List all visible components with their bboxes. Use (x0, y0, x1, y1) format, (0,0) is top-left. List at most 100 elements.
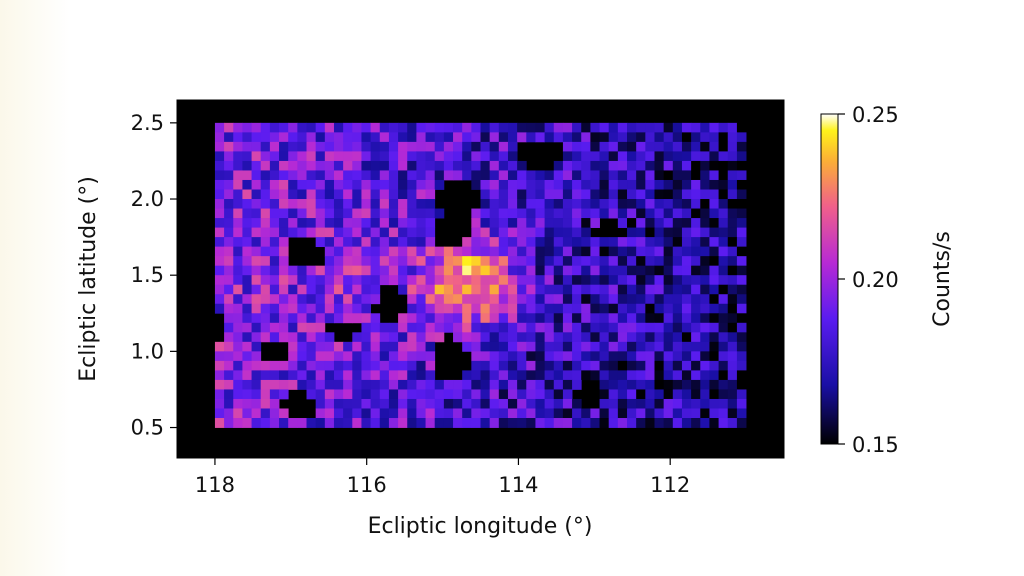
heatmap-cell (590, 132, 600, 143)
heatmap-cell (599, 313, 610, 324)
heatmap-cell (526, 313, 536, 324)
heatmap-cell (590, 360, 600, 371)
heatmap-cell (581, 160, 591, 171)
heatmap-cell (462, 322, 472, 333)
heatmap-cell (343, 408, 353, 419)
heatmap-cell (324, 199, 335, 209)
heatmap-cell (654, 398, 665, 409)
heatmap-cell (517, 294, 527, 305)
heatmap-cell (242, 218, 252, 228)
heatmap-cell (343, 303, 353, 314)
heatmap-cell (562, 294, 573, 305)
heatmap-cell (416, 322, 426, 333)
heatmap-cell (526, 218, 536, 228)
heatmap-cell (672, 313, 683, 324)
heatmap-cell (251, 398, 262, 409)
heatmap-cell (361, 418, 372, 428)
heatmap-cell (498, 265, 509, 276)
heatmap-cell (736, 408, 747, 419)
heatmap-cell (507, 141, 518, 152)
heatmap-cell (224, 122, 234, 133)
heatmap-cell (260, 313, 271, 324)
heatmap-cell (361, 294, 372, 305)
heatmap-cell (279, 151, 289, 162)
heatmap-cell (572, 379, 582, 390)
heatmap-cell (489, 284, 500, 295)
heatmap-cell (672, 351, 683, 362)
heatmap-cell (453, 294, 463, 305)
heatmap-cell (242, 351, 252, 362)
heatmap-cell (526, 237, 536, 248)
heatmap-cell (224, 332, 234, 343)
heatmap-cell (260, 151, 271, 162)
heatmap-cells (214, 122, 747, 428)
heatmap-cell (727, 122, 738, 133)
heatmap-cell (379, 360, 390, 371)
heatmap-cell (379, 179, 390, 190)
heatmap-cell (480, 303, 491, 314)
heatmap-cell (352, 303, 362, 314)
heatmap-cell (443, 122, 454, 133)
heatmap-cell (453, 275, 463, 286)
heatmap-cell (627, 408, 637, 419)
heatmap-cell (645, 332, 655, 343)
heatmap-cell (324, 275, 335, 286)
heatmap-cell (562, 122, 573, 133)
heatmap-cell (388, 379, 399, 390)
heatmap-cell (636, 179, 646, 190)
heatmap-cell (260, 246, 271, 257)
heatmap-cell (434, 141, 445, 152)
heatmap-cell (233, 408, 243, 419)
heatmap-cell (480, 322, 491, 333)
heatmap-cell (645, 360, 655, 371)
heatmap-cell (480, 351, 491, 362)
heatmap-cell (324, 294, 335, 305)
heatmap-cell (260, 218, 271, 228)
heatmap-cell (343, 360, 353, 371)
heatmap-cell (544, 284, 555, 295)
heatmap-cell (315, 237, 326, 248)
heatmap-cell (645, 418, 655, 428)
heatmap-cell (343, 294, 353, 305)
heatmap-cell (599, 141, 610, 152)
heatmap-cell (306, 389, 317, 400)
heatmap-cell (572, 360, 582, 371)
heatmap-cell (251, 237, 262, 248)
heatmap-cell (306, 303, 317, 314)
heatmap-cell (654, 389, 665, 400)
heatmap-cell (398, 332, 408, 343)
heatmap-cell (407, 265, 417, 276)
heatmap-cell (379, 265, 390, 276)
heatmap-cell (233, 341, 243, 352)
heatmap-cell (498, 379, 509, 390)
heatmap-cell (242, 199, 252, 209)
heatmap-cell (736, 351, 747, 362)
heatmap-cell (297, 322, 307, 333)
heatmap-cell (581, 199, 591, 209)
heatmap-cell (590, 141, 600, 152)
heatmap-cell (489, 265, 500, 276)
heatmap-cell (608, 341, 619, 352)
heatmap-cell (333, 132, 344, 143)
heatmap-cell (269, 322, 280, 333)
heatmap-cell (544, 179, 555, 190)
heatmap-cell (214, 284, 225, 295)
heatmap-cell (379, 398, 390, 409)
heatmap-cell (599, 275, 610, 286)
heatmap-cell (333, 351, 344, 362)
heatmap-cell (279, 418, 289, 428)
heatmap-cell (590, 160, 600, 171)
heatmap-cell (517, 189, 527, 200)
heatmap-cell (654, 237, 665, 248)
heatmap-cell (691, 332, 701, 343)
heatmap-cell (352, 332, 362, 343)
heatmap-cell (544, 237, 555, 248)
heatmap-cell (242, 294, 252, 305)
heatmap-cell (608, 179, 619, 190)
heatmap-cell (627, 122, 637, 133)
heatmap-cell (260, 179, 271, 190)
heatmap-cell (214, 189, 225, 200)
heatmap-cell (315, 322, 326, 333)
heatmap-cell (251, 141, 262, 152)
heatmap-cell (599, 379, 610, 390)
